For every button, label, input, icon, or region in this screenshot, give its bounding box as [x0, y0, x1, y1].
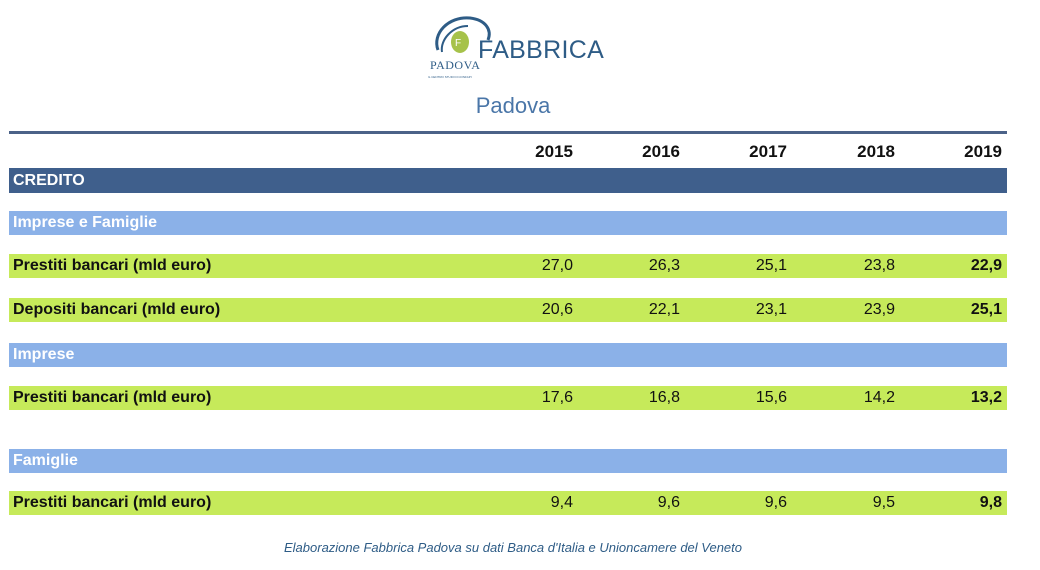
year-header-2016: 2016 [642, 142, 680, 161]
section-imprese-label: Imprese [13, 346, 75, 363]
cell-2015: 9,4 [550, 494, 573, 511]
cell-2016: 22,1 [648, 301, 680, 318]
section-imprese: Imprese [9, 343, 1007, 367]
source-caption: Elaborazione Fabbrica Padova su dati Ban… [283, 540, 742, 555]
page-subtitle: Padova [475, 93, 551, 118]
logo-emblem-icon: F [435, 16, 491, 53]
cell-2015: 20,6 [541, 301, 573, 318]
section-credito-label: CREDITO [13, 172, 85, 189]
cell-2017: 9,6 [764, 494, 787, 511]
cell-2018: 9,5 [872, 494, 895, 511]
section-imprese-famiglie-label: Imprese e Famiglie [13, 214, 158, 231]
cell-2017: 25,1 [755, 257, 787, 274]
row-label: Prestiti bancari (mld euro) [13, 257, 212, 274]
cell-2018: 23,9 [863, 301, 895, 318]
cell-2017: 23,1 [755, 301, 787, 318]
table-row: Prestiti bancari (mld euro) 27,0 26,3 25… [9, 254, 1007, 278]
logo-tagline: IL CENTRO STUDI DI CONFAPI [428, 75, 472, 79]
year-header-2015: 2015 [535, 142, 573, 161]
section-famiglie: Famiglie [9, 449, 1007, 473]
header-rule [9, 131, 1007, 134]
cell-2019: 22,9 [970, 257, 1002, 274]
cell-2018: 14,2 [863, 389, 895, 406]
logo-wordmark: FABBRICA [478, 36, 605, 64]
table-row: Prestiti bancari (mld euro) 17,6 16,8 15… [9, 386, 1007, 410]
cell-2016: 9,6 [657, 494, 680, 511]
cell-2019: 25,1 [970, 301, 1002, 318]
year-header-2017: 2017 [749, 142, 787, 161]
cell-2016: 16,8 [648, 389, 680, 406]
cell-2019: 13,2 [970, 389, 1002, 406]
section-credito: CREDITO [9, 168, 1007, 193]
cell-2017: 15,6 [755, 389, 787, 406]
row-label: Depositi bancari (mld euro) [13, 301, 221, 318]
year-header-2019: 2019 [964, 142, 1002, 161]
section-famiglie-label: Famiglie [13, 452, 78, 469]
year-header-row: 2015 2016 2017 2018 2019 [9, 142, 1007, 164]
row-label: Prestiti bancari (mld euro) [13, 389, 212, 406]
section-imprese-famiglie: Imprese e Famiglie [9, 211, 1007, 235]
cell-2018: 23,8 [863, 257, 895, 274]
fabbrica-padova-logo: F FABBRICA PADOVA IL CENTRO STUDI DI CON… [426, 12, 626, 80]
svg-text:F: F [455, 38, 461, 49]
cell-2016: 26,3 [648, 257, 680, 274]
cell-2015: 17,6 [541, 389, 573, 406]
table-row: Depositi bancari (mld euro) 20,6 22,1 23… [9, 298, 1007, 322]
cell-2019: 9,8 [979, 494, 1002, 511]
row-label: Prestiti bancari (mld euro) [13, 494, 212, 511]
logo-city: PADOVA [430, 58, 481, 72]
table-row: Prestiti bancari (mld euro) 9,4 9,6 9,6 … [9, 491, 1007, 515]
year-header-2018: 2018 [857, 142, 895, 161]
cell-2015: 27,0 [541, 257, 573, 274]
